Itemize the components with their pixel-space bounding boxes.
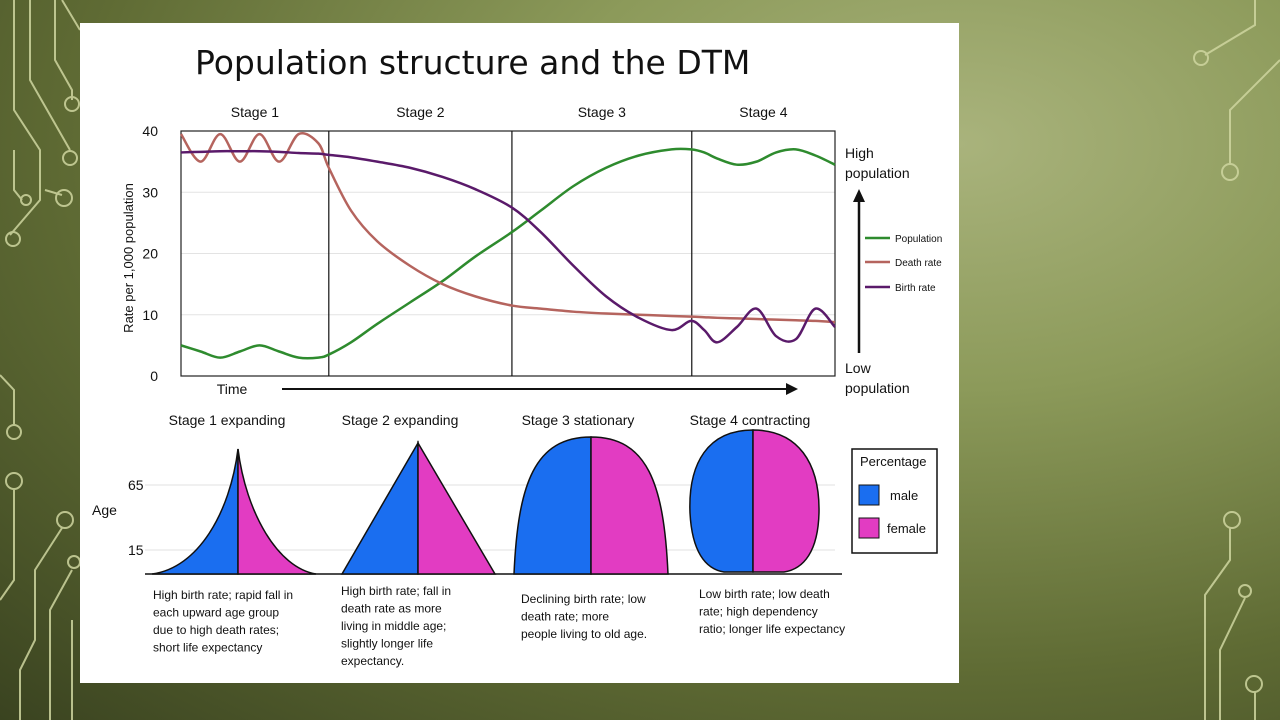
pyramid-desc-line: people living to old age. xyxy=(521,627,647,641)
age-tick-15: 15 xyxy=(128,542,144,558)
pyramid-stage-3 xyxy=(513,436,669,575)
y-tick-label: 20 xyxy=(142,246,158,262)
pyramid-stage-1 xyxy=(151,448,317,575)
population-arrow-head xyxy=(853,189,865,202)
stage-label: Stage 4 xyxy=(739,104,787,120)
pyramid-desc-line: short life expectancy xyxy=(153,641,262,655)
legend-label-female: female xyxy=(887,521,926,536)
slide-title: Population structure and the DTM xyxy=(195,43,750,82)
pyramid-1-male xyxy=(151,448,239,575)
pyramid-title-stage-3: Stage 3 stationary xyxy=(522,412,635,428)
pyramid-desc-line: High birth rate; fall in xyxy=(341,584,451,598)
percentage-legend: Percentage male female xyxy=(851,448,938,554)
pyramid-desc-line: Declining birth rate; low xyxy=(521,592,646,606)
y-tick-label: 0 xyxy=(150,368,158,384)
pyramid-2-male xyxy=(340,440,419,575)
legend-label-population: Population xyxy=(895,234,942,245)
series-line-population xyxy=(180,147,836,360)
y-tick-label: 40 xyxy=(142,123,158,139)
series-line-death-rate xyxy=(179,132,836,324)
low-label-2: population xyxy=(845,380,910,396)
legend-label-male: male xyxy=(890,488,918,503)
plot-frame xyxy=(180,130,836,377)
pyramid-desc-line: due to high death rates; xyxy=(153,623,279,637)
legend-label-birth-rate: Birth rate xyxy=(895,283,936,294)
pyramid-stage-4 xyxy=(689,429,820,573)
stage-label: Stage 2 xyxy=(396,104,444,120)
stage-label: Stage 1 xyxy=(231,104,279,120)
y-tick-label: 10 xyxy=(142,307,158,323)
series-line-birth-rate xyxy=(180,149,836,344)
pyramid-desc-line: death rate as more xyxy=(341,602,442,616)
pyramid-3-female xyxy=(590,436,669,575)
pyramid-1-female xyxy=(237,448,317,575)
pyramid-desc-line: High birth rate; rapid fall in xyxy=(153,588,293,602)
high-label-2: population xyxy=(845,165,910,181)
pyramid-desc-line: each upward age group xyxy=(153,606,279,620)
percentage-legend-title: Percentage xyxy=(860,454,927,469)
pyramid-2-female xyxy=(417,440,497,575)
x-axis-label: Time xyxy=(217,381,248,397)
dtm-figure: Population structure and the DTM Stage 1… xyxy=(92,43,942,668)
line-legend: Population Death rate Birth rate xyxy=(865,234,942,294)
pyramid-desc-line: slightly longer life xyxy=(341,637,433,651)
pyramid-3-male xyxy=(513,436,592,575)
low-label-1: Low xyxy=(845,360,872,376)
y-tick-label: 30 xyxy=(142,184,158,200)
age-tick-65: 65 xyxy=(128,477,144,493)
pyramid-title-stage-4: Stage 4 contracting xyxy=(690,412,811,428)
pyramid-desc-line: Low birth rate; low death xyxy=(699,587,830,601)
stage-label: Stage 3 xyxy=(578,104,626,120)
pyramid-desc-line: rate; high dependency xyxy=(699,605,818,619)
pyramid-desc-line: death rate; more xyxy=(521,610,609,624)
pyramid-4-male xyxy=(689,429,754,573)
time-arrow-head xyxy=(786,383,798,395)
pyramid-desc-line: expectancy. xyxy=(341,654,404,668)
y-axis-label: Rate per 1,000 population xyxy=(121,183,136,333)
high-label-1: High xyxy=(845,145,874,161)
pyramid-title-stage-2: Stage 2 expanding xyxy=(342,412,459,428)
pyramid-desc-line: ratio; longer life expectancy xyxy=(699,622,845,636)
slide-panel: Population structure and the DTM Stage 1… xyxy=(80,23,959,683)
age-axis-label: Age xyxy=(92,502,117,518)
pyramid-title-stage-1: Stage 1 expanding xyxy=(169,412,286,428)
legend-swatch-female xyxy=(858,517,880,539)
line-chart: Stage 1 Stage 2 Stage 3 Stage 4 0 10 20 30 40 R… xyxy=(121,104,942,397)
legend-swatch-male xyxy=(858,484,880,506)
legend-label-death-rate: Death rate xyxy=(895,258,942,269)
pyramid-4-female xyxy=(752,429,820,573)
pyramid-stage-2 xyxy=(340,440,497,575)
pyramid-desc-line: living in middle age; xyxy=(341,619,446,633)
pyramid-section: Age 65 15 Stage 1 expand xyxy=(92,412,938,668)
